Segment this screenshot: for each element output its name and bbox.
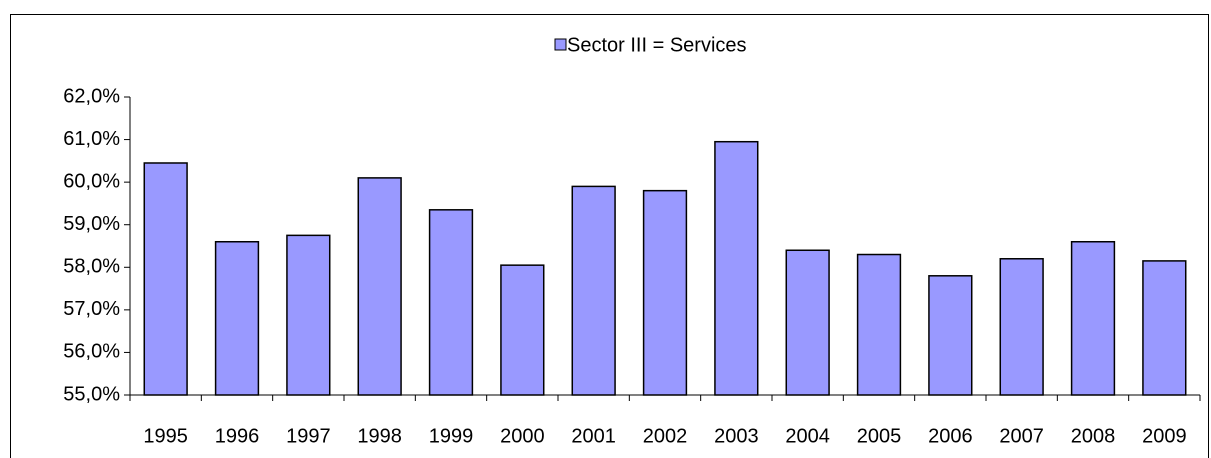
bar bbox=[357, 177, 402, 396]
bar bbox=[856, 253, 902, 396]
y-tick-label: 59,0% bbox=[63, 213, 120, 235]
bar bbox=[214, 240, 260, 396]
x-tick-label: 2003 bbox=[714, 425, 759, 447]
x-tick-label: 2009 bbox=[1142, 425, 1187, 447]
x-tick-label: 2004 bbox=[785, 425, 830, 447]
x-tick-label: 2006 bbox=[928, 425, 973, 447]
y-tick-label: 61,0% bbox=[63, 128, 120, 150]
y-tick-label: 57,0% bbox=[63, 298, 120, 320]
legend-label: Sector III = Services bbox=[567, 34, 747, 56]
bar bbox=[1142, 260, 1187, 396]
x-tick-label: 1996 bbox=[215, 425, 260, 447]
x-tick-label: 2005 bbox=[857, 425, 902, 447]
bar bbox=[928, 275, 973, 396]
y-tick-label: 56,0% bbox=[63, 341, 120, 363]
y-tick-label: 58,0% bbox=[63, 256, 120, 278]
bar bbox=[999, 258, 1044, 396]
x-tick-label: 2000 bbox=[500, 425, 545, 447]
x-tick-label: 1997 bbox=[286, 425, 331, 447]
x-tick-label: 1999 bbox=[429, 425, 474, 447]
bar bbox=[714, 140, 759, 396]
bar bbox=[500, 264, 545, 396]
y-tick-label: 55,0% bbox=[63, 383, 120, 405]
bar bbox=[571, 185, 616, 396]
bar bbox=[785, 249, 830, 396]
x-tick-label: 1998 bbox=[357, 425, 402, 447]
y-tick-label: 60,0% bbox=[63, 170, 120, 192]
x-tick-label: 2008 bbox=[1071, 425, 1116, 447]
legend-swatch bbox=[554, 38, 567, 51]
x-tick-label: 1995 bbox=[143, 425, 188, 447]
x-tick-label: 2001 bbox=[571, 425, 616, 447]
bar bbox=[642, 189, 688, 396]
bar bbox=[1070, 240, 1116, 396]
x-tick-label: 2007 bbox=[999, 425, 1044, 447]
x-tick-label: 2002 bbox=[643, 425, 688, 447]
bar bbox=[428, 209, 474, 396]
y-tick-label: 62,0% bbox=[63, 85, 120, 107]
bar bbox=[286, 234, 331, 396]
bar bbox=[143, 162, 188, 396]
